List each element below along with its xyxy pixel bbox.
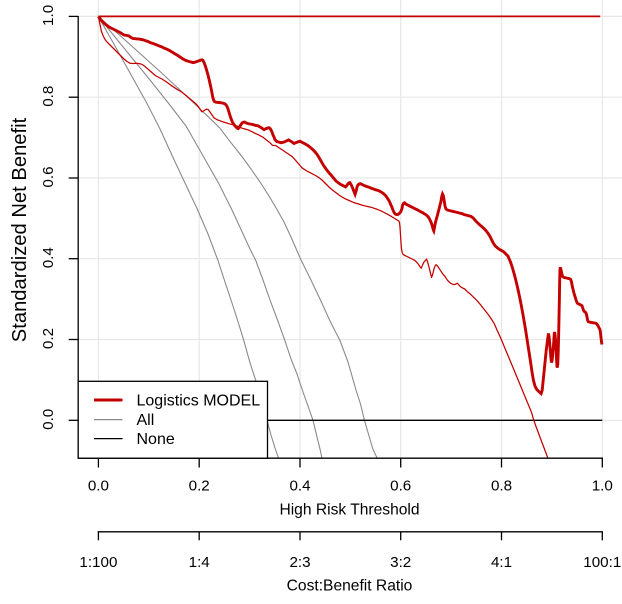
svg-text:All: All [137, 412, 155, 429]
svg-text:0.8: 0.8 [491, 478, 512, 495]
svg-text:100:1: 100:1 [583, 554, 621, 571]
svg-text:0.6: 0.6 [390, 478, 411, 495]
svg-text:0.2: 0.2 [40, 328, 57, 349]
svg-text:3:2: 3:2 [390, 554, 411, 571]
svg-text:0.8: 0.8 [40, 86, 57, 107]
svg-text:1:4: 1:4 [189, 554, 210, 571]
svg-text:2:3: 2:3 [289, 554, 310, 571]
svg-text:0.0: 0.0 [88, 478, 109, 495]
svg-text:1.0: 1.0 [40, 5, 57, 26]
svg-text:None: None [137, 431, 175, 448]
svg-text:Standardized Net Benefit: Standardized Net Benefit [9, 117, 31, 342]
svg-text:1.0: 1.0 [592, 478, 613, 495]
svg-text:0.0: 0.0 [40, 409, 57, 430]
svg-text:1:100: 1:100 [79, 554, 117, 571]
svg-text:Logistics MODEL: Logistics MODEL [137, 393, 261, 410]
svg-text:0.6: 0.6 [40, 166, 57, 187]
svg-text:0.4: 0.4 [289, 478, 310, 495]
svg-text:4:1: 4:1 [491, 554, 512, 571]
svg-text:0.2: 0.2 [189, 478, 210, 495]
svg-text:Cost:Benefit Ratio: Cost:Benefit Ratio [287, 578, 413, 595]
svg-text:0.4: 0.4 [40, 247, 57, 268]
svg-text:High Risk Threshold: High Risk Threshold [279, 502, 419, 519]
